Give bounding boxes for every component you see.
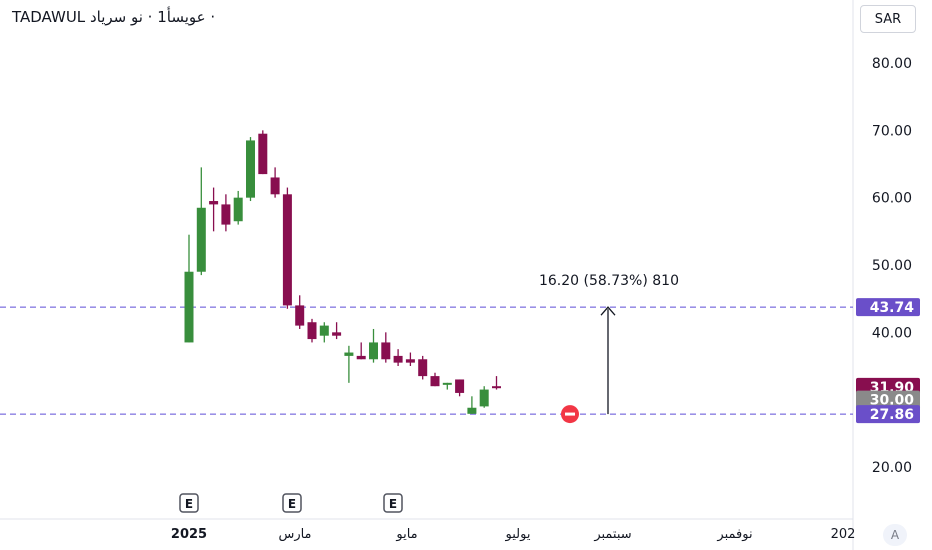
candle-body — [455, 379, 465, 393]
y-tick-label: 80.00 — [872, 56, 912, 72]
earnings-event-label: E — [185, 497, 193, 511]
exchange-name: TADAWUL — [12, 8, 86, 26]
candle-body — [393, 355, 403, 363]
x-tick-label: مايو — [395, 527, 417, 542]
candle-body — [270, 177, 280, 195]
candle-body — [418, 359, 428, 377]
candle-body — [467, 407, 477, 414]
candle-body — [258, 133, 268, 175]
measure-arrow-head — [600, 306, 616, 316]
candle-body — [196, 207, 206, 272]
candle-body — [442, 382, 452, 385]
earnings-event-label: E — [288, 497, 296, 511]
candle-body — [184, 271, 194, 343]
measure-label: 16.20 (58.73%) 810 — [539, 273, 679, 289]
y-tick-label: 40.00 — [872, 325, 912, 341]
candle-body — [479, 389, 489, 407]
price-badge-label: 27.86 — [870, 407, 914, 423]
chart-header: TADAWUL عويسأ1 · نو سرياد · — [12, 8, 215, 26]
y-tick-label: 20.00 — [872, 460, 912, 476]
price-badge-label: 43.74 — [870, 300, 915, 316]
symbol-title: عويسأ1 · نو سرياد · — [89, 8, 216, 26]
x-tick-label: مارس — [278, 527, 311, 542]
y-tick-label: 50.00 — [872, 258, 912, 274]
x-tick-label: 2025 — [171, 527, 207, 542]
candle-body — [356, 355, 366, 360]
candle-body — [295, 305, 305, 326]
candle-body — [221, 204, 231, 225]
price-badge — [856, 298, 920, 317]
currency-button[interactable]: SAR — [860, 5, 916, 33]
earnings-event-marker — [383, 493, 403, 513]
price-badge — [856, 405, 920, 424]
remove-alert-icon-bar — [565, 412, 575, 416]
candle-body — [344, 352, 354, 356]
candle-body — [246, 140, 255, 198]
price-badge — [856, 390, 920, 409]
candle-body — [307, 322, 317, 340]
candle-body — [233, 197, 243, 222]
candle-body — [319, 325, 329, 336]
candle-body — [369, 342, 378, 360]
candle-body — [492, 386, 501, 389]
auto-scale-button[interactable]: A — [883, 524, 907, 546]
candle-body — [430, 376, 440, 387]
x-tick-label: سبتمبر — [593, 527, 631, 542]
y-tick-label: 60.00 — [872, 191, 912, 207]
x-tick-label: يوليو — [505, 527, 531, 542]
candle-body — [282, 194, 292, 306]
earnings-event-marker — [282, 493, 302, 513]
price-badge-label: 30.00 — [870, 393, 915, 409]
x-tick-label: نوفمبر — [716, 527, 752, 542]
y-tick-label: 70.00 — [872, 123, 912, 139]
x-tick-label: 202 — [831, 527, 856, 542]
earnings-event-label: E — [389, 497, 397, 511]
candle-body — [209, 201, 219, 205]
earnings-event-marker — [179, 493, 199, 513]
candle-body — [405, 359, 415, 363]
candle-body — [381, 342, 391, 360]
candle-body — [332, 332, 342, 336]
